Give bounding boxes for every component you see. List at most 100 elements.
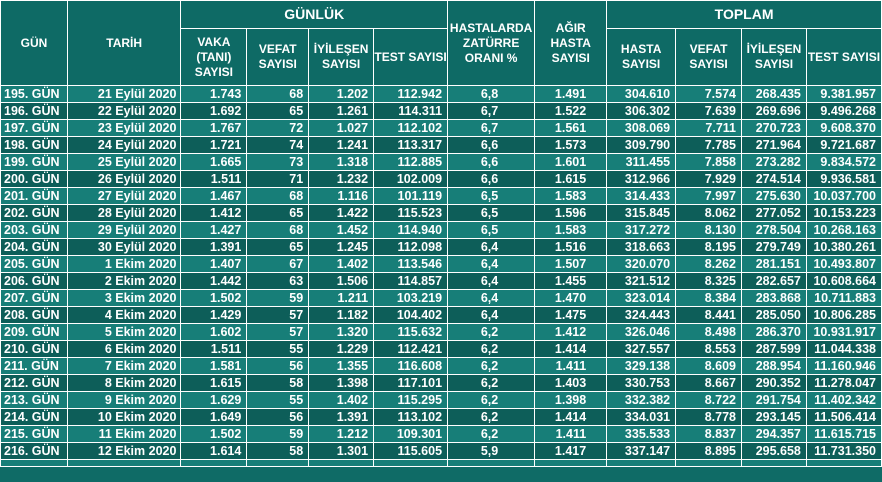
gun-cell: 195. GÜN — [0, 85, 68, 103]
toplam-vefat-cell: 8.722 — [675, 391, 742, 409]
gunluk-group-header: GÜNLÜK — [180, 0, 449, 29]
iyilesen-cell: 1.318 — [308, 153, 375, 171]
toplam-iyilesen-cell: 282.657 — [741, 272, 807, 290]
vefat-header: VEFAT SAYISI — [246, 28, 310, 86]
agir-hasta-cell: 1.412 — [534, 323, 608, 341]
toplam-hasta-cell: 309.790 — [606, 136, 677, 154]
agir-hasta-cell: 1.411 — [534, 425, 608, 443]
table-row: 201. GÜN 27 Eylül 2020 1.467 68 1.116 101.119… — [0, 187, 882, 205]
test-cell: 101.119 — [373, 187, 449, 205]
tarih-cell: 9 Ekim 2020 — [66, 391, 182, 409]
zaturre-orani-cell: 6,7 — [447, 119, 536, 137]
toplam-test-cell: 10.493.807 — [805, 255, 882, 273]
zaturre-orani-cell: 6,6 — [447, 170, 536, 188]
table-row-partial — [0, 459, 882, 467]
table-row: 215. GÜN 11 Ekim 2020 1.502 59 1.212 109.301 6… — [0, 425, 882, 443]
vefat-cell: 55 — [246, 391, 310, 409]
toplam-vefat-cell: 8.609 — [675, 357, 742, 375]
toplam-hasta-cell: 321.512 — [606, 272, 677, 290]
toplam-test-cell: 10.711.883 — [805, 289, 882, 307]
vefat-cell: 59 — [246, 425, 310, 443]
gun-header: GÜN — [0, 0, 68, 86]
iyilesen-cell: 1.452 — [308, 221, 375, 239]
toplam-vefat-cell: 8.667 — [675, 374, 742, 392]
agir-hasta-cell: 1.403 — [534, 374, 608, 392]
iyilesen-cell: 1.212 — [308, 425, 375, 443]
test-cell: 115.523 — [373, 204, 449, 222]
toplam-hasta-cell: 304.610 — [606, 85, 677, 103]
toplam-hasta-cell: 311.455 — [606, 153, 677, 171]
iyilesen-cell: 1.229 — [308, 340, 375, 358]
table-row: 212. GÜN 8 Ekim 2020 1.615 58 1.398 117.101 6,… — [0, 374, 882, 392]
toplam-iyilesen-cell: 288.954 — [741, 357, 807, 375]
tarih-cell: 12 Ekim 2020 — [66, 442, 182, 460]
zaturre-orani-cell: 6,5 — [447, 204, 536, 222]
gun-cell: 204. GÜN — [0, 238, 68, 256]
toplam-hasta-cell: 312.966 — [606, 170, 677, 188]
table-row: 206. GÜN 2 Ekim 2020 1.442 63 1.506 114.857 6,… — [0, 272, 882, 290]
tarih-cell: 25 Eylül 2020 — [66, 153, 182, 171]
vefat-cell: 56 — [246, 408, 310, 426]
toplam-iyilesen-cell: 291.754 — [741, 391, 807, 409]
empty-cell — [66, 459, 182, 467]
toplam-test-cell: 9.834.572 — [805, 153, 882, 171]
toplam-test-cell: 11.402.342 — [805, 391, 882, 409]
toplam-iyilesen-header: İYİLEŞEN SAYISI — [741, 28, 807, 86]
toplam-vefat-cell: 8.262 — [675, 255, 742, 273]
vaka-cell: 1.442 — [180, 272, 248, 290]
iyilesen-cell: 1.211 — [308, 289, 375, 307]
tarih-cell: 3 Ekim 2020 — [66, 289, 182, 307]
table-row: 216. GÜN 12 Ekim 2020 1.614 58 1.301 115.605 5… — [0, 442, 882, 460]
zaturre-orani-cell: 6,2 — [447, 340, 536, 358]
tarih-cell: 6 Ekim 2020 — [66, 340, 182, 358]
test-cell: 115.295 — [373, 391, 449, 409]
gun-cell: 213. GÜN — [0, 391, 68, 409]
agir-hasta-header: AĞIR HASTA SAYISI — [534, 0, 608, 86]
toplam-vefat-cell: 8.498 — [675, 323, 742, 341]
tarih-cell: 2 Ekim 2020 — [66, 272, 182, 290]
test-cell: 112.102 — [373, 119, 449, 137]
zaturre-orani-cell: 6,5 — [447, 221, 536, 239]
iyilesen-cell: 1.398 — [308, 374, 375, 392]
gun-cell: 207. GÜN — [0, 289, 68, 307]
agir-hasta-cell: 1.601 — [534, 153, 608, 171]
agir-hasta-cell: 1.414 — [534, 408, 608, 426]
tarih-cell: 26 Eylül 2020 — [66, 170, 182, 188]
toplam-test-cell: 10.608.664 — [805, 272, 882, 290]
toplam-hasta-cell: 314.433 — [606, 187, 677, 205]
toplam-vefat-cell: 7.574 — [675, 85, 742, 103]
empty-cell — [534, 459, 608, 467]
gun-cell: 200. GÜN — [0, 170, 68, 188]
toplam-vefat-cell: 7.639 — [675, 102, 742, 120]
table-row: 209. GÜN 5 Ekim 2020 1.602 57 1.320 115.632 6,… — [0, 323, 882, 341]
toplam-test-cell: 11.160.946 — [805, 357, 882, 375]
tarih-cell: 7 Ekim 2020 — [66, 357, 182, 375]
empty-cell — [606, 459, 677, 467]
gun-cell: 201. GÜN — [0, 187, 68, 205]
toplam-iyilesen-cell: 274.514 — [741, 170, 807, 188]
vefat-cell: 58 — [246, 374, 310, 392]
zaturre-orani-cell: 6,8 — [447, 85, 536, 103]
toplam-vefat-cell: 7.711 — [675, 119, 742, 137]
iyilesen-cell: 1.320 — [308, 323, 375, 341]
tarih-cell: 27 Eylül 2020 — [66, 187, 182, 205]
vefat-cell: 73 — [246, 153, 310, 171]
toplam-iyilesen-cell: 270.723 — [741, 119, 807, 137]
agir-hasta-cell: 1.522 — [534, 102, 608, 120]
zaturre-orani-cell: 6,2 — [447, 357, 536, 375]
vaka-cell: 1.615 — [180, 374, 248, 392]
iyilesen-cell: 1.202 — [308, 85, 375, 103]
zaturre-orani-cell: 6,2 — [447, 391, 536, 409]
agir-hasta-cell: 1.455 — [534, 272, 608, 290]
toplam-vefat-cell: 8.384 — [675, 289, 742, 307]
iyilesen-cell: 1.261 — [308, 102, 375, 120]
vefat-cell: 65 — [246, 204, 310, 222]
vaka-cell: 1.502 — [180, 289, 248, 307]
vaka-cell: 1.511 — [180, 340, 248, 358]
toplam-vefat-cell: 7.929 — [675, 170, 742, 188]
agir-hasta-cell: 1.507 — [534, 255, 608, 273]
vefat-cell: 74 — [246, 136, 310, 154]
toplam-iyilesen-cell: 293.145 — [741, 408, 807, 426]
gun-cell: 197. GÜN — [0, 119, 68, 137]
toplam-vefat-cell: 8.553 — [675, 340, 742, 358]
